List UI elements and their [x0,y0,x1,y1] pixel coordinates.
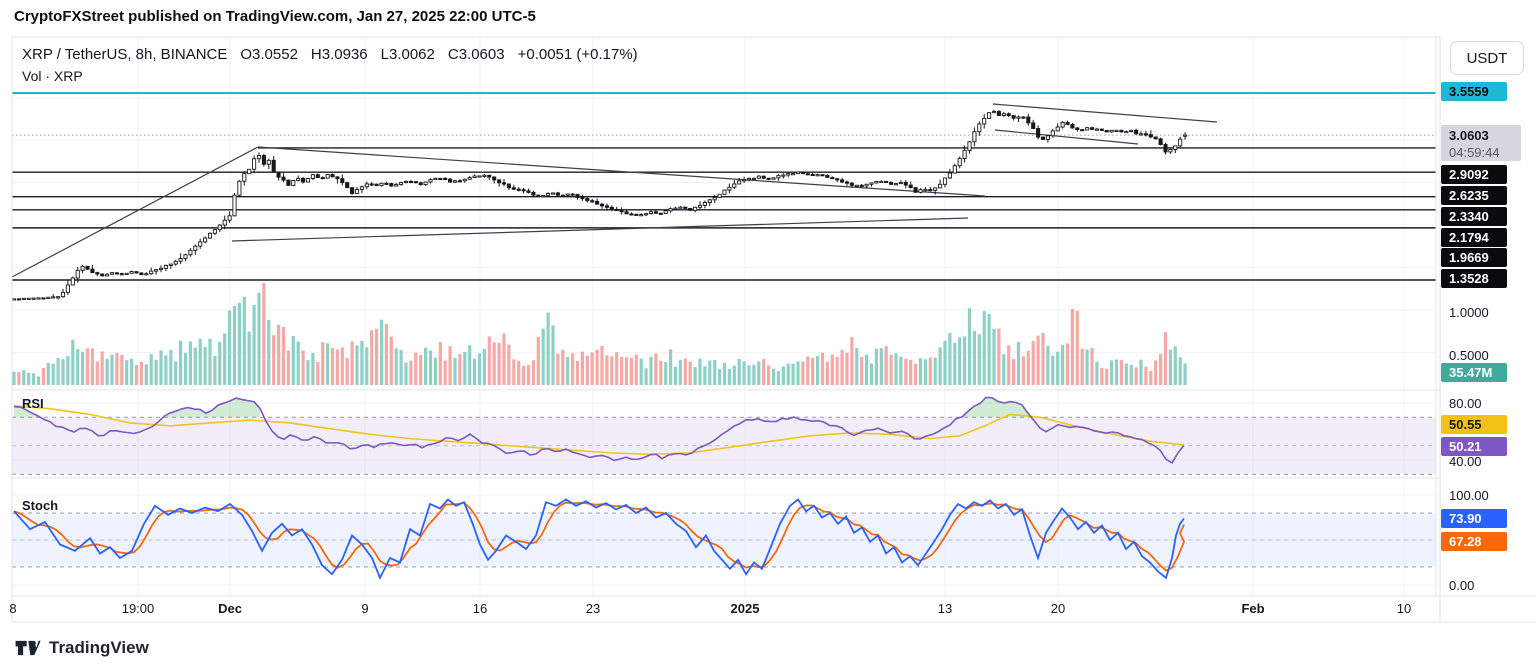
chart-legend: XRP / TetherUS, 8h, BINANCE O3.0552 H3.093… [22,46,651,63]
grid-lines [12,37,1436,596]
ohlc-open: O3.0552 [240,46,298,63]
ohlc-low: L3.0062 [380,46,435,63]
ohlc-high: H3.0936 [310,46,368,63]
candles [11,109,1188,301]
price-axis[interactable]: 3.5559 3.0603 04:59:44 2.9092 2.6235 2.3340 2.… [1440,0,1536,672]
currency-toggle-button[interactable]: USDT [1450,41,1524,75]
dashed-levels [12,416,1436,568]
price-axis-label: 50.21 [1441,436,1507,456]
ohlc-close: C3.0603 [447,46,505,63]
price-axis-label: 0.00 [1449,577,1475,593]
price-axis-label: 67.28 [1441,531,1507,551]
time-axis-label: 13 [937,601,953,616]
time-axis-label: Feb [1241,601,1265,616]
horizontal-price-lines [12,92,1436,281]
price-axis-label: 2.3340 [1441,206,1507,226]
stoch-pane-label[interactable]: Stoch [22,498,59,513]
price-axis-label: 3.0603 04:59:44 [1441,125,1521,161]
time-axis-label: 19:00 [121,601,155,616]
tradingview-logo-icon [15,640,41,656]
price-axis-label: 80.00 [1449,395,1482,411]
volume-indicator-label[interactable]: Vol · XRP [22,68,83,84]
rsi-pane-label[interactable]: RSI [22,396,44,411]
price-axis-label: 1.0000 [1449,304,1489,320]
rsi-line [13,396,1185,465]
price-axis-label: 35.47M [1441,362,1507,382]
price-axis-label: 73.90 [1441,508,1507,528]
time-axis-label: 16 [472,601,488,616]
pane-separators [11,36,1536,623]
price-axis-label: 0.5000 [1449,347,1489,363]
time-axis-label: 20 [1050,601,1066,616]
time-axis-label: 9 [361,601,369,616]
time-axis-label: Dec [218,601,242,616]
price-axis-label: 2.9092 [1441,164,1507,184]
symbol-title[interactable]: XRP / TetherUS, 8h, BINANCE [22,46,228,63]
attribution-text: CryptoFXStreet published on TradingView.… [14,8,536,25]
price-axis-label: 40.00 [1449,453,1482,469]
price-change: +0.0051 (+0.17%) [517,46,638,63]
price-axis-label: 3.5559 [1441,81,1507,101]
tradingview-logo-text: TradingView [49,638,149,657]
time-axis-label: 10 [1396,601,1412,616]
price-axis-label: 100.00 [1449,487,1489,503]
tradingview-logo[interactable]: TradingView [14,638,149,658]
time-axis-label: 2025 [730,601,760,616]
price-axis-label: 2.1794 [1441,227,1507,247]
price-axis-label: 1.9669 [1441,247,1507,267]
price-axis-label: 50.55 [1441,414,1507,434]
volume-bars [12,282,1187,385]
price-axis-label: 2.6235 [1441,185,1507,205]
rsi-ma-line [13,405,1185,456]
trendlines [11,103,1218,278]
price-axis-label: 1.3528 [1441,268,1507,288]
time-axis-label: 8 [9,601,17,616]
stoch-k-line [13,498,1185,580]
time-axis-label: 23 [585,601,601,616]
